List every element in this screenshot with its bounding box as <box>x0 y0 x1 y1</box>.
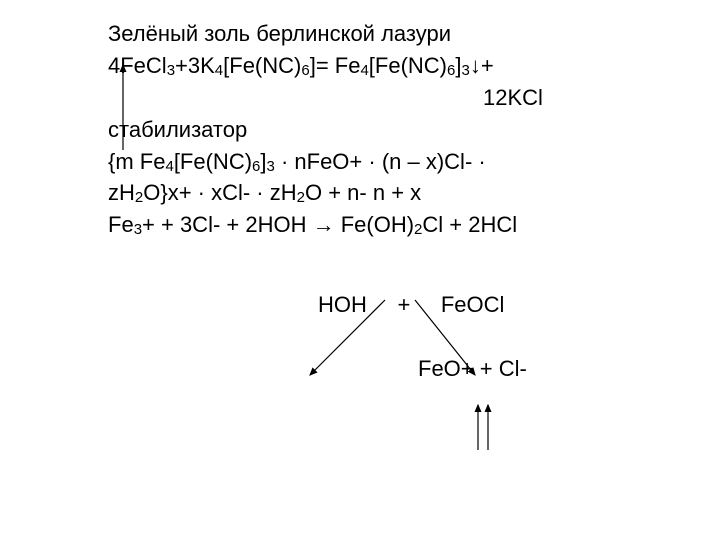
products-line: HOH + FeOCl <box>108 289 720 321</box>
eq1-fenc: [Fe(NC) <box>223 53 301 78</box>
eq1-sub6: 3 <box>461 62 469 79</box>
micelle-line-1: {m Fe4[Fe(NC)6]3 · nFeO+ · (n – x)Cl- · <box>108 146 720 178</box>
hc: Cl + 2HCl <box>422 212 517 237</box>
m2c: O + n- n + x <box>305 180 421 205</box>
equation-1-kcl: 12KCl <box>108 82 720 114</box>
eq1-sub3: 6 <box>301 62 309 79</box>
eq1-eq-fe: ]= Fe <box>310 53 361 78</box>
feo-dissociation: FeO+ + Cl- <box>108 353 720 385</box>
m2s1: 2 <box>135 189 143 206</box>
m2a: zH <box>108 180 135 205</box>
title: Зелёный золь берлинской лазури <box>108 18 720 50</box>
eq1-3k: +3K <box>175 53 215 78</box>
m2b: O}x+ · xCl- · zH <box>143 180 296 205</box>
eq1-sub4: 4 <box>360 62 368 79</box>
eq1-sub2: 4 <box>215 62 223 79</box>
m1d: · nFeO+ · (n – x)Cl- · <box>275 149 486 174</box>
eq1-sub1: 3 <box>167 62 175 79</box>
eq1-4fecl: 4FeCl <box>108 53 167 78</box>
micelle-line-2: zH2O}x+ · xCl- · zH2O + n- n + x <box>108 177 720 209</box>
m1a: {m Fe <box>108 149 165 174</box>
m2s2: 2 <box>297 189 305 206</box>
equation-1: 4FeCl3+3K4[Fe(NC)6]= Fe4[Fe(NC)6]3↓+ <box>108 50 720 82</box>
m1b: [Fe(NC) <box>174 149 252 174</box>
hb: + + 3Cl- + 2HOH → Fe(OH) <box>142 212 414 237</box>
m1s1: 4 <box>165 158 173 175</box>
m1s3: 3 <box>267 158 275 175</box>
eq1-fenc2: [Fe(NC) <box>369 53 447 78</box>
hs1: 3 <box>134 221 142 238</box>
ha: Fe <box>108 212 134 237</box>
hydrolysis-equation: Fe3+ + 3Cl- + 2HOH → Fe(OH)2Cl + 2HCl <box>108 209 720 241</box>
stabilizer-label: стабилизатор <box>108 114 720 146</box>
eq1-down: ↓+ <box>470 53 494 78</box>
